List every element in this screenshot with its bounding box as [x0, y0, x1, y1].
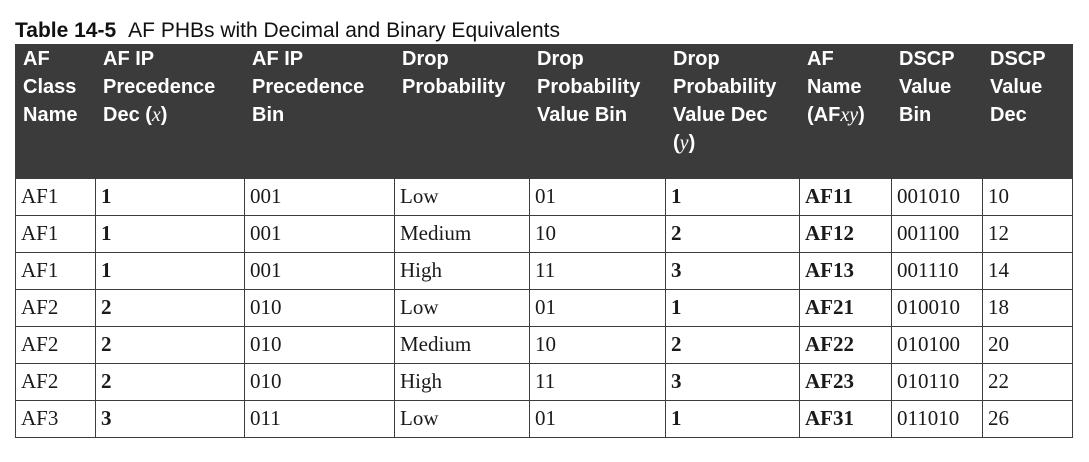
cell-drop-probability: High: [394, 251, 530, 290]
af-phb-table: AF Class Name AF IP Precedence Dec (x) A…: [15, 44, 1073, 438]
table-row: AF3 3 011 Low 01 1 AF31 011010 26: [15, 399, 1073, 438]
cell-precedence-bin: 001: [244, 251, 395, 290]
cell-drop-bin: 11: [529, 362, 666, 401]
cell-af-class: AF2: [15, 325, 96, 364]
cell-dscp-dec: 12: [982, 214, 1073, 253]
cell-precedence-bin: 001: [244, 177, 395, 216]
cell-dscp-dec: 20: [982, 325, 1073, 364]
table-row: AF1 1 001 Medium 10 2 AF12 001100 12: [15, 214, 1073, 253]
cell-precedence-dec: 2: [95, 288, 245, 327]
header-drop-probability-value-bin: Drop Probability Value Bin: [529, 44, 666, 178]
header-af-name: AF Name (AFxy): [799, 44, 892, 178]
cell-dscp-bin: 011010: [891, 399, 983, 438]
header-af-ip-precedence-dec: AF IP Precedence Dec (x): [95, 44, 245, 178]
cell-af-class: AF1: [15, 214, 96, 253]
cell-drop-probability: Low: [394, 177, 530, 216]
table-caption: Table 14-5 AF PHBs with Decimal and Binar…: [15, 17, 1072, 44]
cell-drop-bin: 10: [529, 214, 666, 253]
table-row: AF1 1 001 Low 01 1 AF11 001010 10: [15, 177, 1073, 216]
cell-dscp-bin: 001110: [891, 251, 983, 290]
table-container: Table 14-5 AF PHBs with Decimal and Binar…: [15, 17, 1073, 438]
cell-af-name: AF22: [799, 325, 892, 364]
cell-dscp-bin: 010010: [891, 288, 983, 327]
cell-drop-dec: 2: [665, 325, 800, 364]
cell-precedence-dec: 1: [95, 251, 245, 290]
cell-drop-probability: Low: [394, 288, 530, 327]
cell-af-name: AF23: [799, 362, 892, 401]
header-dscp-value-dec: DSCP Value Dec: [982, 44, 1073, 178]
table-row: AF2 2 010 Medium 10 2 AF22 010100 20: [15, 325, 1073, 364]
header-af-class-name: AF Class Name: [15, 44, 96, 178]
cell-precedence-dec: 3: [95, 399, 245, 438]
cell-drop-dec: 3: [665, 362, 800, 401]
cell-dscp-bin: 001100: [891, 214, 983, 253]
cell-dscp-dec: 14: [982, 251, 1073, 290]
cell-precedence-dec: 2: [95, 325, 245, 364]
table-row: AF1 1 001 High 11 3 AF13 001110 14: [15, 251, 1073, 290]
cell-af-class: AF1: [15, 177, 96, 216]
table-title: AF PHBs with Decimal and Binary Equivale…: [128, 19, 560, 42]
cell-dscp-dec: 18: [982, 288, 1073, 327]
header-drop-probability-value-dec: Drop Probability Value Dec (y): [665, 44, 800, 178]
cell-precedence-bin: 010: [244, 288, 395, 327]
cell-drop-bin: 10: [529, 325, 666, 364]
cell-af-name: AF13: [799, 251, 892, 290]
cell-precedence-dec: 2: [95, 362, 245, 401]
cell-drop-probability: Medium: [394, 325, 530, 364]
cell-dscp-dec: 26: [982, 399, 1073, 438]
cell-precedence-bin: 010: [244, 362, 395, 401]
cell-drop-dec: 3: [665, 251, 800, 290]
cell-drop-dec: 1: [665, 288, 800, 327]
cell-af-name: AF12: [799, 214, 892, 253]
cell-af-class: AF1: [15, 251, 96, 290]
cell-precedence-bin: 001: [244, 214, 395, 253]
cell-drop-dec: 1: [665, 399, 800, 438]
cell-af-class: AF2: [15, 362, 96, 401]
cell-drop-bin: 11: [529, 251, 666, 290]
table-row: AF2 2 010 High 11 3 AF23 010110 22: [15, 362, 1073, 401]
cell-drop-bin: 01: [529, 177, 666, 216]
cell-precedence-dec: 1: [95, 177, 245, 216]
cell-dscp-dec: 22: [982, 362, 1073, 401]
cell-af-class: AF3: [15, 399, 96, 438]
cell-precedence-bin: 010: [244, 325, 395, 364]
cell-drop-probability: Medium: [394, 214, 530, 253]
table-row: AF2 2 010 Low 01 1 AF21 010010 18: [15, 288, 1073, 327]
cell-dscp-bin: 010110: [891, 362, 983, 401]
cell-af-name: AF31: [799, 399, 892, 438]
header-drop-probability: Drop Probability: [394, 44, 530, 178]
cell-drop-probability: Low: [394, 399, 530, 438]
cell-drop-bin: 01: [529, 288, 666, 327]
cell-precedence-dec: 1: [95, 214, 245, 253]
cell-drop-dec: 2: [665, 214, 800, 253]
cell-af-name: AF21: [799, 288, 892, 327]
cell-dscp-bin: 010100: [891, 325, 983, 364]
table-number: Table 14-5: [15, 19, 117, 42]
cell-af-class: AF2: [15, 288, 96, 327]
cell-precedence-bin: 011: [244, 399, 395, 438]
header-dscp-value-bin: DSCP Value Bin: [891, 44, 983, 178]
cell-dscp-dec: 10: [982, 177, 1073, 216]
header-af-ip-precedence-bin: AF IP Precedence Bin: [244, 44, 395, 178]
header-row: AF Class Name AF IP Precedence Dec (x) A…: [15, 44, 1073, 178]
cell-drop-bin: 01: [529, 399, 666, 438]
cell-af-name: AF11: [799, 177, 892, 216]
cell-drop-dec: 1: [665, 177, 800, 216]
cell-dscp-bin: 001010: [891, 177, 983, 216]
cell-drop-probability: High: [394, 362, 530, 401]
